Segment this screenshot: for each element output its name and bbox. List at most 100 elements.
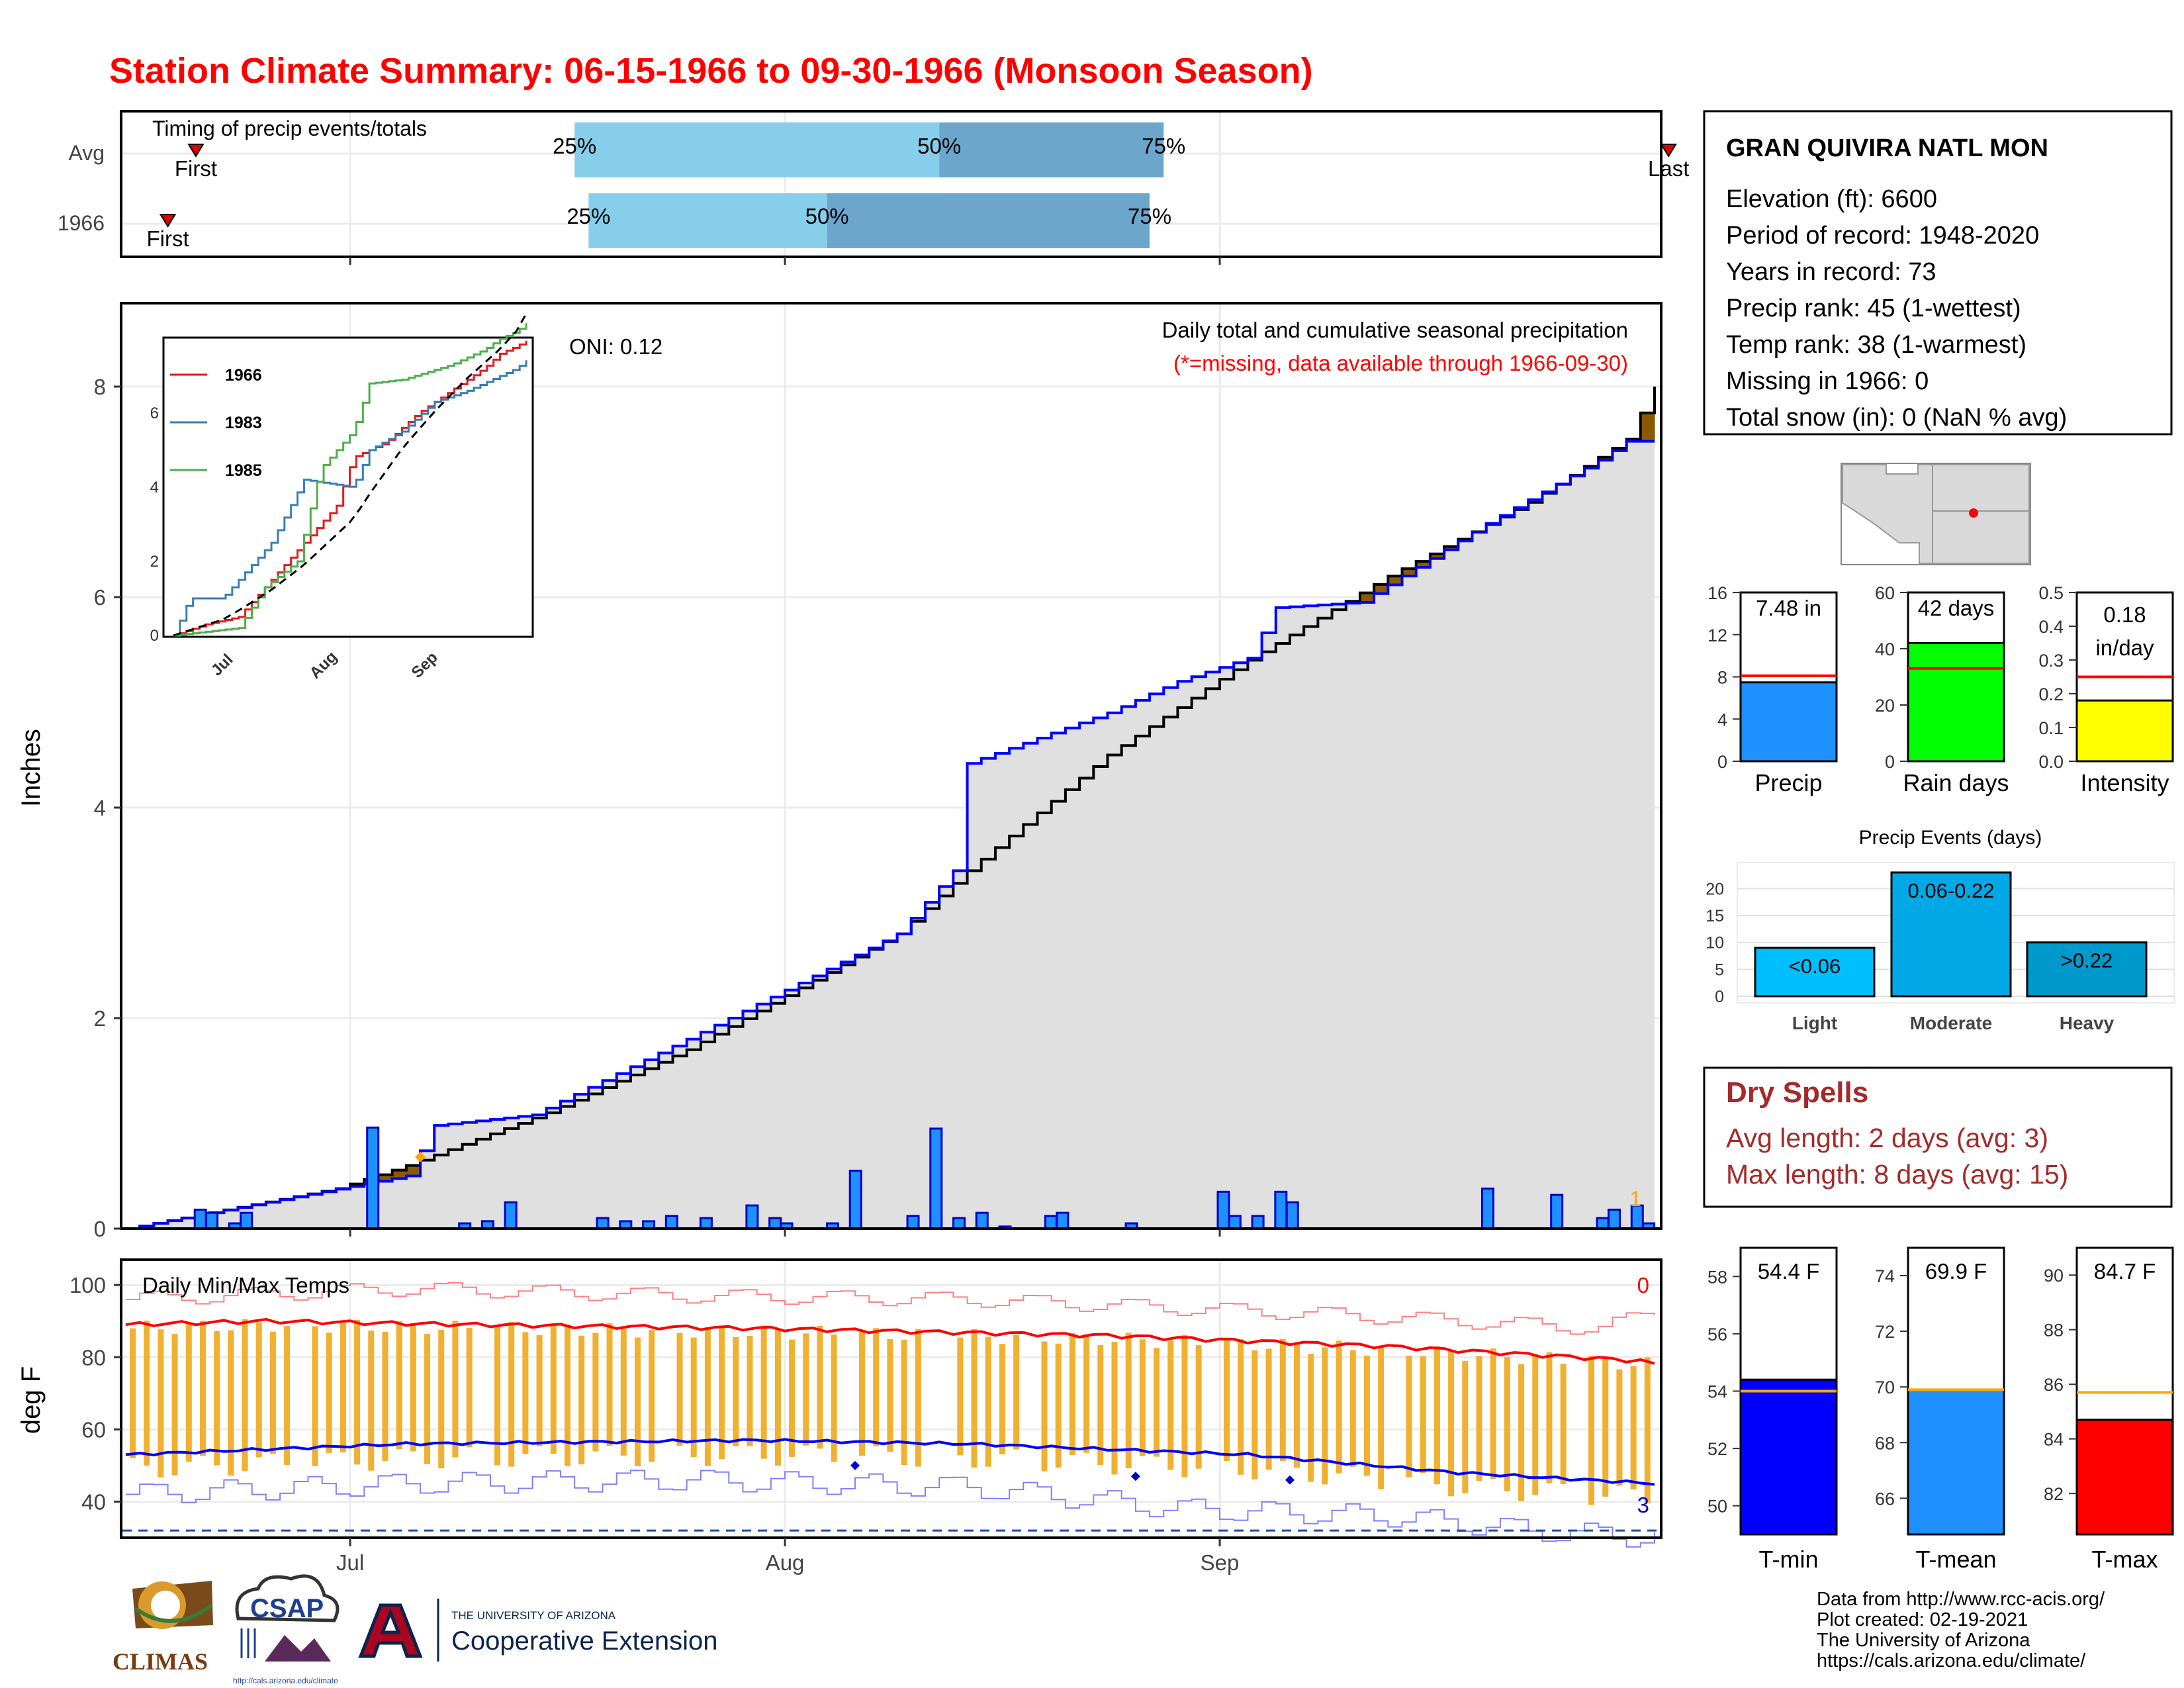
daily-precip-bar [952, 1217, 966, 1230]
bar-precip-value-text: 7.48 in [1756, 596, 1821, 620]
temp-daily-bar [971, 1329, 978, 1468]
daily-precip-bar [1480, 1188, 1494, 1230]
daily-precip-bar [193, 1208, 207, 1230]
temp-daily-bar [1560, 1364, 1567, 1484]
bar-raindays-tick: 60 [1875, 583, 1895, 603]
bar-raindays-tick: 40 [1875, 639, 1895, 659]
bar-raindays-chart: 0 20 40 60 42 days Rain days [1875, 583, 2009, 796]
temp-daily-bar [1293, 1344, 1300, 1468]
precip-diff-fill [1416, 561, 1431, 567]
daily-precip-bar [1285, 1201, 1299, 1230]
temp-daily-bar [789, 1339, 796, 1457]
month-tick-label: Jul [336, 1550, 364, 1575]
temp-bar-tmean-tick: 66 [1875, 1489, 1895, 1509]
bar-intensity-value-text: 0.18 [2103, 602, 2146, 627]
temp-bar-tmean-label: T-mean [1915, 1546, 1996, 1573]
temp-bar-tmax-tick: 88 [2044, 1321, 2064, 1340]
bar-precip-chart: 0 4 8 12 16 7.48 in Precip [1707, 583, 1838, 796]
month-tick-label: Aug [766, 1550, 805, 1575]
page-title: Station Climate Summary: 06-15-1966 to 0… [109, 51, 1313, 91]
temp-bar-tmax-value-text: 84.7 F [2094, 1259, 2156, 1284]
precip-y-tick: 8 [94, 375, 106, 399]
temp-daily-bar [831, 1335, 837, 1462]
temp-daily-bar [1224, 1338, 1230, 1462]
events-y-tick: 0 [1715, 988, 1724, 1006]
temp-bar-tmax-label: T-max [2091, 1546, 2158, 1573]
inset-y-tick: 2 [150, 553, 159, 571]
temp-bar-tmean-tick: 68 [1875, 1433, 1895, 1453]
temp-daily-bar [269, 1331, 276, 1454]
temp-daily-bar [1546, 1352, 1553, 1483]
events-y-tick: 20 [1706, 880, 1724, 898]
temp-daily-bar [578, 1335, 585, 1465]
bar-raindays-tick: 20 [1875, 696, 1895, 716]
timing-avg-q2 [574, 122, 940, 177]
temp-daily-bar [1111, 1342, 1118, 1475]
temp-daily-bar [1013, 1335, 1020, 1450]
temp-daily-bar [1139, 1339, 1146, 1456]
dry-spells-max: Max length: 8 days (avg: 15) [1726, 1159, 2068, 1190]
temp-daily-bar [999, 1344, 1005, 1454]
precip-y-tick: 2 [94, 1006, 106, 1031]
precip-diff-fill [392, 1170, 407, 1179]
temp-daily-bar [410, 1323, 416, 1452]
temp-record-low-marker [850, 1460, 860, 1470]
temp-avg-min-line [125, 1438, 1655, 1486]
precip-y-tick: 0 [94, 1217, 106, 1241]
temp-daily-bar [1195, 1345, 1202, 1469]
temp-daily-bar [957, 1337, 964, 1456]
location-map [1841, 463, 2031, 565]
temp-daily-bar [536, 1335, 543, 1446]
temp-daily-bar [1167, 1340, 1174, 1470]
temp-daily-bar [130, 1328, 136, 1458]
temp-daily-bar [1518, 1364, 1525, 1501]
temp-bar-tmin-tick: 54 [1707, 1382, 1727, 1402]
temp-daily-bar [1448, 1350, 1455, 1497]
events-bar-label: 0.06-0.22 [1908, 879, 1995, 902]
events-bar-light [1754, 947, 1876, 998]
temp-daily-bar [733, 1336, 739, 1446]
temp-daily-bar [1181, 1335, 1188, 1477]
temp-bar-tmin-chart: 50 52 54 56 58 54.4 F T-min [1707, 1246, 1838, 1573]
temp-daily-bar [1476, 1356, 1482, 1481]
temp-bar-tmean-value [1907, 1388, 2005, 1536]
daily-precip-bar [1228, 1215, 1242, 1230]
temp-daily-bar [1462, 1360, 1469, 1493]
temp-cold-count: 3 [1637, 1493, 1649, 1517]
temp-daily-bar [424, 1334, 431, 1464]
daily-precip-bar [929, 1127, 943, 1230]
precip-diff-fill [1402, 569, 1417, 577]
precip-diff-fill [1444, 546, 1459, 550]
footer-line-3: The University of Arizona [1817, 1630, 2030, 1651]
daily-precip-bar [1251, 1215, 1265, 1230]
bar-precip-tick: 8 [1717, 668, 1727, 688]
footer-line-1: Data from http://www.rcc-acis.org/ [1817, 1589, 2105, 1610]
temp-daily-bar [396, 1321, 402, 1449]
csap-logo: CSAP http://cals.arizona.edu/climate [233, 1574, 340, 1685]
temp-daily-bar [354, 1319, 361, 1465]
temp-daily-bar [326, 1333, 332, 1453]
temp-daily-bar [1378, 1346, 1385, 1489]
events-category-label: Light [1792, 1013, 1837, 1033]
temp-daily-bar [508, 1321, 515, 1467]
temp-daily-bar [1504, 1357, 1510, 1491]
temp-daily-bar [158, 1329, 164, 1477]
precip-y-label: Inches [17, 729, 46, 807]
precip-diff-fill [1598, 457, 1613, 461]
temp-bar-tmin-value-text: 54.4 F [1758, 1259, 1820, 1284]
daily-precip-bar [240, 1211, 253, 1230]
temp-daily-bar [312, 1326, 318, 1466]
events-bar-heavy [2026, 941, 2148, 998]
temp-daily-bar [466, 1327, 473, 1448]
temp-daily-bar [1097, 1345, 1104, 1466]
temp-daily-bar [873, 1328, 880, 1446]
events-bar-moderate [1890, 871, 2012, 998]
dry-spells-title: Dry Spells [1726, 1076, 1868, 1109]
climas-logo: CLIMAS [113, 1581, 213, 1675]
temp-daily-bar [199, 1321, 206, 1456]
temp-bar-tmax-chart: 82 84 86 88 90 84.7 F T-max [2044, 1246, 2174, 1573]
dry-spells-box: Dry Spells Avg length: 2 days (avg: 3) M… [1703, 1066, 2173, 1208]
station-years: Years in record: 73 [1726, 258, 1936, 286]
timing-row-year-label: 1966 [58, 211, 105, 235]
temp-daily-bar [452, 1321, 459, 1458]
